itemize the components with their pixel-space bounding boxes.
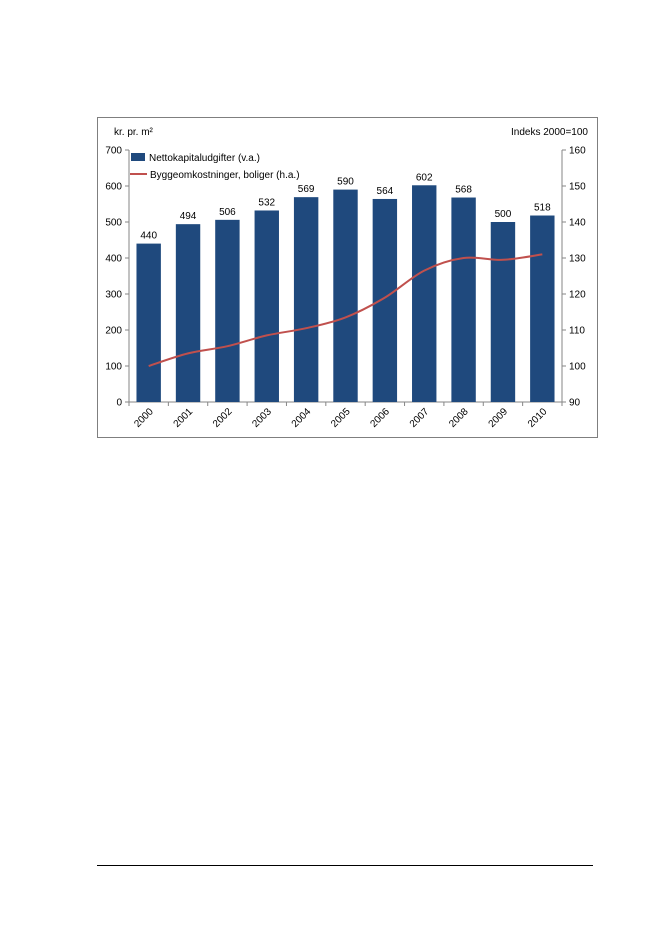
legend-swatch-bars	[131, 153, 145, 161]
index-line	[148, 253, 543, 367]
bar	[372, 198, 398, 402]
legend-label-line: Byggeomkostninger, boliger (h.a.)	[150, 170, 300, 181]
x-tick-label: 2005	[329, 406, 353, 430]
x-tick-label: 2008	[447, 406, 471, 430]
data-label: 602	[416, 172, 433, 183]
data-label: 494	[180, 211, 197, 222]
x-tick-label: 2007	[408, 406, 432, 430]
data-label: 569	[298, 184, 315, 195]
x-tick-label: 2010	[526, 406, 550, 430]
data-label: 564	[377, 186, 394, 197]
right-tick-label: 130	[569, 254, 586, 265]
data-label: 518	[534, 203, 551, 214]
data-label: 500	[495, 209, 512, 220]
bar	[254, 210, 279, 402]
bar-series	[136, 185, 555, 402]
right-tick-label: 150	[569, 182, 586, 193]
bar	[451, 197, 476, 402]
bar	[530, 215, 555, 402]
x-tick-label: 2002	[211, 406, 235, 430]
data-label: 440	[140, 231, 157, 242]
left-tick-label: 700	[105, 146, 122, 157]
right-tick-label: 140	[569, 218, 586, 229]
left-axis-title: kr. pr. m²	[114, 127, 153, 138]
legend: Nettokapitaludgifter (v.a.) Byggeomkostni…	[130, 153, 300, 181]
x-tick-label: 2006	[368, 406, 392, 430]
bar	[293, 197, 319, 402]
left-tick-label: 200	[105, 326, 122, 337]
right-tick-label: 120	[569, 290, 586, 301]
left-tick-label: 300	[105, 290, 122, 301]
right-axis-title: Indeks 2000=100	[510, 127, 588, 138]
data-label: 590	[337, 177, 354, 188]
chart-plot: 700 600 500 400 300 200 100 0 160 150 140 130 120 110…	[105, 146, 586, 430]
left-tick-label: 500	[105, 218, 122, 229]
data-label: 568	[455, 185, 472, 196]
x-tick-label: 2009	[487, 406, 511, 430]
bar	[333, 189, 358, 402]
legend-label-bars: Nettokapitaludgifter (v.a.)	[149, 153, 260, 164]
right-tick-label: 160	[569, 146, 586, 157]
left-tick-label: 100	[105, 362, 122, 373]
x-tick-label: 2003	[250, 406, 274, 430]
bar	[490, 222, 516, 402]
right-tick-label: 100	[569, 362, 586, 373]
right-tick-label: 90	[569, 398, 581, 409]
right-tick-label: 110	[569, 326, 585, 337]
left-tick-label: 0	[116, 398, 122, 409]
bar	[215, 219, 240, 402]
data-label: 506	[219, 207, 236, 218]
x-tick-label: 2001	[172, 406, 196, 430]
data-labels: 440 494 506 532 569 590 564 602 568 500 518	[140, 172, 551, 241]
line-series	[148, 253, 543, 367]
x-tick-label: 2004	[290, 406, 314, 430]
left-tick-label: 400	[105, 254, 122, 265]
bar	[136, 243, 161, 402]
left-tick-label: 600	[105, 182, 122, 193]
footer-rule	[97, 865, 593, 866]
data-label: 532	[258, 197, 275, 208]
bar	[175, 224, 201, 402]
chart-frame: kr. pr. m² Indeks 2000=100 700 600 500 400 3…	[97, 117, 598, 438]
bar	[412, 185, 437, 402]
x-tick-label: 2000	[132, 406, 156, 430]
